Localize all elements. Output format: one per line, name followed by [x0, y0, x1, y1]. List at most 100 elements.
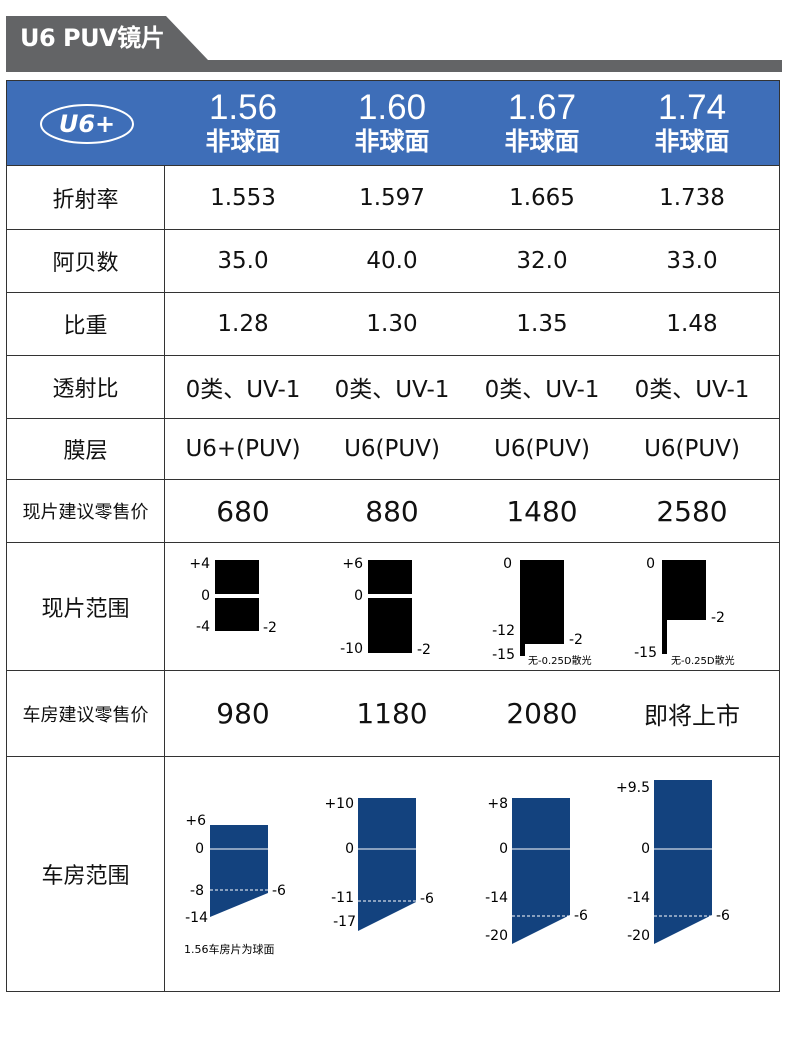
range-bottom-label: -4 — [196, 619, 210, 635]
price-cell: 680 — [216, 494, 270, 528]
spec-table: U6+ 1.56 非球面 1.60 非球面 1.67 非球面 1.74 非球面 … — [6, 80, 780, 992]
range-mid-label: -12 — [492, 623, 515, 639]
table-cell: 1.30 — [366, 311, 418, 337]
header-index: 1.60 — [357, 88, 427, 127]
table-row: 膜层 U6+(PUV) U6(PUV) U6(PUV) U6(PUV) — [7, 418, 779, 479]
table-row: 车房建议零售价 980 1180 2080 即将上市 — [7, 670, 779, 756]
range-top-label: +8 — [487, 796, 508, 812]
header-index: 1.74 — [657, 88, 727, 127]
minus-range-bar — [215, 598, 259, 631]
table-cell: U6(PUV) — [344, 436, 440, 462]
range-bottom-label: -20 — [485, 928, 508, 944]
range-bottom-label: -10 — [340, 641, 363, 657]
lab-range-diagram-160: +10 0 -11 -17 -6 — [324, 796, 434, 931]
cyl-label: -6 — [272, 883, 286, 899]
range-note: 1.56车房片为球面 — [184, 942, 275, 956]
table-cell: 40.0 — [366, 248, 418, 274]
table-row: 透射比 0类、UV-1 0类、UV-1 0类、UV-1 0类、UV-1 — [7, 355, 779, 418]
table-row: 阿贝数 35.0 40.0 32.0 33.0 — [7, 229, 779, 292]
table-cell: 33.0 — [666, 248, 718, 274]
title-tab-shape — [6, 16, 208, 60]
row-label: 折射率 — [52, 187, 119, 213]
header-col-1: 1.56 非球面 — [169, 81, 317, 165]
range-zero-label: 0 — [641, 841, 650, 857]
table-cell: U6(PUV) — [644, 436, 740, 462]
stock-range-diagrams: +4 0 -4 -2 +6 0 -10 -2 0 -12 -15 - — [189, 556, 734, 667]
table-cell: U6+(PUV) — [185, 436, 301, 462]
row-label: 阿贝数 — [52, 251, 119, 276]
cyl-label: -6 — [716, 908, 730, 924]
range-bottom-label: -14 — [185, 910, 208, 926]
range-bottom-label: -17 — [333, 914, 356, 930]
range-top-label: 0 — [503, 556, 512, 572]
lab-range-diagram-156: +6 0 -8 -14 -6 1.56车房片为球面 — [184, 813, 286, 956]
table-cell: 1.738 — [659, 184, 725, 211]
cyl-label: -6 — [574, 908, 588, 924]
price-cell: 1180 — [356, 697, 428, 730]
table-cell: 0类、UV-1 — [634, 377, 750, 403]
table-cell: 32.0 — [516, 248, 568, 274]
sphere-only-bar — [662, 620, 667, 654]
range-note: 无-0.25D散光 — [528, 654, 592, 667]
row-label: 车房范围 — [41, 864, 130, 889]
header-col-3: 1.67 非球面 — [467, 81, 617, 165]
header-type: 非球面 — [205, 127, 281, 156]
lab-range-row: 车房范围 +6 0 -8 -14 -6 1.56车房片为球面 +10 0 — [7, 756, 779, 991]
price-cell: 2580 — [656, 494, 728, 528]
table-cell: 1.665 — [509, 184, 575, 211]
column-divider — [164, 165, 165, 991]
row-label: 透射比 — [52, 377, 119, 402]
range-top-label: 0 — [646, 556, 655, 572]
cyl-label: -2 — [417, 642, 431, 658]
lab-range-diagram-174: +9.5 0 -14 -20 -6 — [616, 780, 730, 944]
stock-range-row: 现片范围 +4 0 -4 -2 +6 0 -10 -2 — [7, 542, 779, 670]
row-label: 现片范围 — [41, 596, 130, 622]
range-mid-label: -8 — [190, 883, 204, 899]
price-cell: 1480 — [506, 494, 578, 528]
table-row: 比重 1.28 1.30 1.35 1.48 — [7, 292, 779, 355]
range-bottom-label: -15 — [634, 645, 657, 661]
row-label: 膜层 — [63, 439, 108, 464]
lab-range-diagrams: +6 0 -8 -14 -6 1.56车房片为球面 +10 0 -11 -17 … — [184, 780, 730, 956]
table-row: 现片建议零售价 680 880 1480 2580 — [7, 479, 779, 542]
range-zero-label: 0 — [354, 588, 363, 604]
range-zero-label: 0 — [201, 588, 210, 604]
price-cell: 即将上市 — [644, 702, 740, 730]
table-cell: 1.553 — [210, 184, 276, 211]
table-cell: 35.0 — [217, 248, 269, 274]
table-cell: 0类、UV-1 — [334, 377, 450, 403]
lab-range-shape — [358, 798, 416, 931]
range-top-label: +6 — [342, 556, 363, 572]
plus-range-bar — [215, 560, 259, 594]
title-bar — [6, 60, 782, 72]
header-col-2: 1.60 非球面 — [317, 81, 467, 165]
cyl-label: -2 — [569, 632, 583, 648]
table-cell: 0类、UV-1 — [185, 377, 301, 403]
table-cell: U6(PUV) — [494, 436, 590, 462]
range-mid-label: -14 — [627, 890, 650, 906]
range-note: 无-0.25D散光 — [671, 654, 735, 667]
header-index: 1.67 — [507, 88, 577, 127]
header-type: 非球面 — [504, 127, 580, 156]
table-cell: 1.35 — [516, 311, 568, 337]
row-label: 车房建议零售价 — [22, 704, 149, 726]
price-cell: 980 — [216, 697, 270, 730]
stock-range-diagram-160: +6 0 -10 -2 — [340, 556, 431, 658]
sphere-only-bar — [520, 644, 525, 656]
u6-plus-logo: U6+ — [40, 104, 134, 144]
minus-range-bar — [520, 560, 564, 644]
range-zero-label: 0 — [499, 841, 508, 857]
lab-range-shape — [654, 780, 712, 944]
header-type: 非球面 — [354, 127, 430, 156]
table-header: U6+ 1.56 非球面 1.60 非球面 1.67 非球面 1.74 非球面 — [7, 81, 779, 165]
cyl-label: -2 — [263, 620, 277, 636]
lab-range-diagram-167: +8 0 -14 -20 -6 — [485, 796, 588, 944]
lab-range-shape — [512, 798, 570, 944]
range-bottom-label: -20 — [627, 928, 650, 944]
range-mid-label: -14 — [485, 890, 508, 906]
stock-range-diagram-167: 0 -12 -15 -2 无-0.25D散光 — [492, 556, 591, 667]
table-cell: 0类、UV-1 — [484, 377, 600, 403]
range-zero-label: 0 — [345, 841, 354, 857]
stock-range-diagram-174: 0 -15 -2 无-0.25D散光 — [634, 556, 734, 667]
header-col-4: 1.74 非球面 — [617, 81, 767, 165]
